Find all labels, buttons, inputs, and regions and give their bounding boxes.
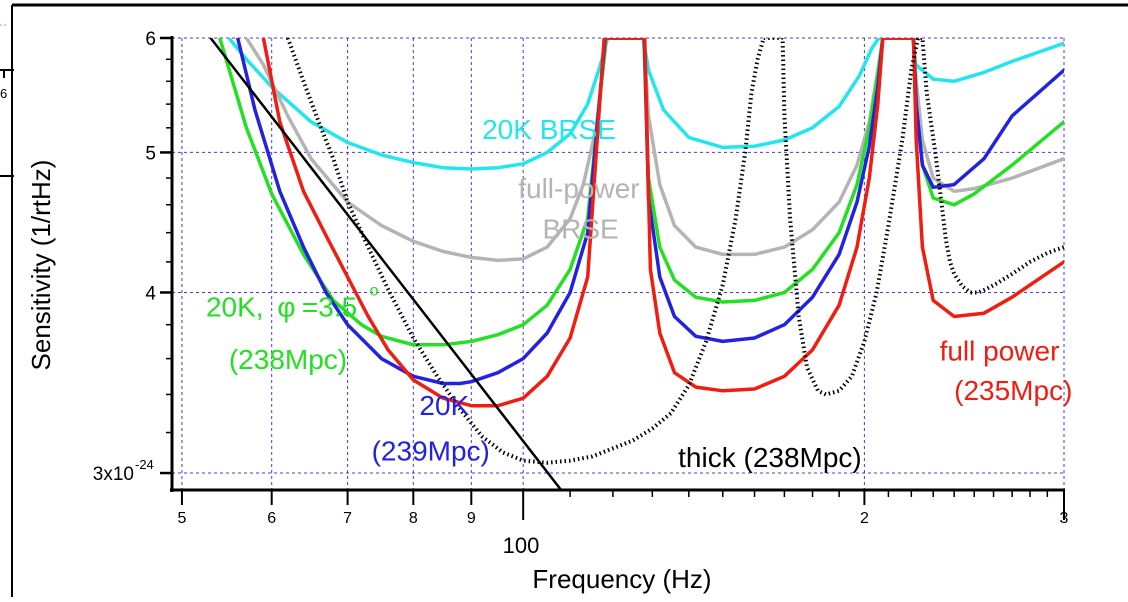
annotation-label: (235Mpc): [954, 375, 1072, 406]
annotation-label: full-power: [518, 173, 639, 204]
annotation-label: 20K,: [206, 291, 264, 322]
y-exponent-label: -24: [135, 457, 154, 472]
annotation-label: 20K: [419, 390, 469, 421]
annotation-label: (239Mpc): [372, 436, 490, 467]
x-decade-label: 100: [503, 533, 540, 558]
annotation-label: φ: [277, 291, 295, 322]
x-tick-label: 6: [267, 510, 276, 527]
x-axis-label: Frequency (Hz): [532, 564, 711, 594]
y-axis-label: Sensitivity (1/rtHz): [26, 160, 56, 371]
y-tick-label: 3x10: [93, 464, 134, 485]
plot-axes: [160, 36, 1065, 520]
x-tick-label: 2: [860, 510, 869, 527]
curve-annotations: 20K BRSE full-power BRSE 20K, φ =3.5 o (238Mpc…: [206, 114, 1072, 473]
x-tick-label: 3: [1060, 510, 1069, 527]
annotation-label: =3.5: [302, 291, 357, 322]
left-strip-label: 6: [0, 86, 7, 101]
annotation-label: o: [370, 283, 379, 300]
series-group: [209, 38, 1064, 490]
x-tick-label: 7: [343, 510, 352, 527]
y-tick-label: 4: [145, 283, 156, 304]
reference-line: [209, 38, 563, 490]
plot-series: [209, 38, 1064, 490]
x-tick-label: 9: [467, 510, 476, 527]
plot-grid: [172, 37, 1065, 490]
annotation-label: (238Mpc): [229, 344, 347, 375]
y-tick-label: 5: [145, 143, 156, 164]
series-thick-5: [285, 38, 1064, 465]
y-tick-label: 6: [145, 29, 156, 50]
annotation-label: BRSE: [542, 213, 618, 244]
x-tick-label: 8: [409, 510, 418, 527]
series-full-4: [261, 38, 1064, 408]
annotation-label: 20K BRSE: [482, 114, 616, 145]
annotation-label: full power: [940, 335, 1060, 366]
x-tick-label: 5: [177, 510, 186, 527]
tick-labels: 5 6 7 8 9 2 3 3x10 -24 4 5 6: [93, 29, 1069, 527]
annotation-label: thick (238Mpc): [678, 442, 862, 473]
